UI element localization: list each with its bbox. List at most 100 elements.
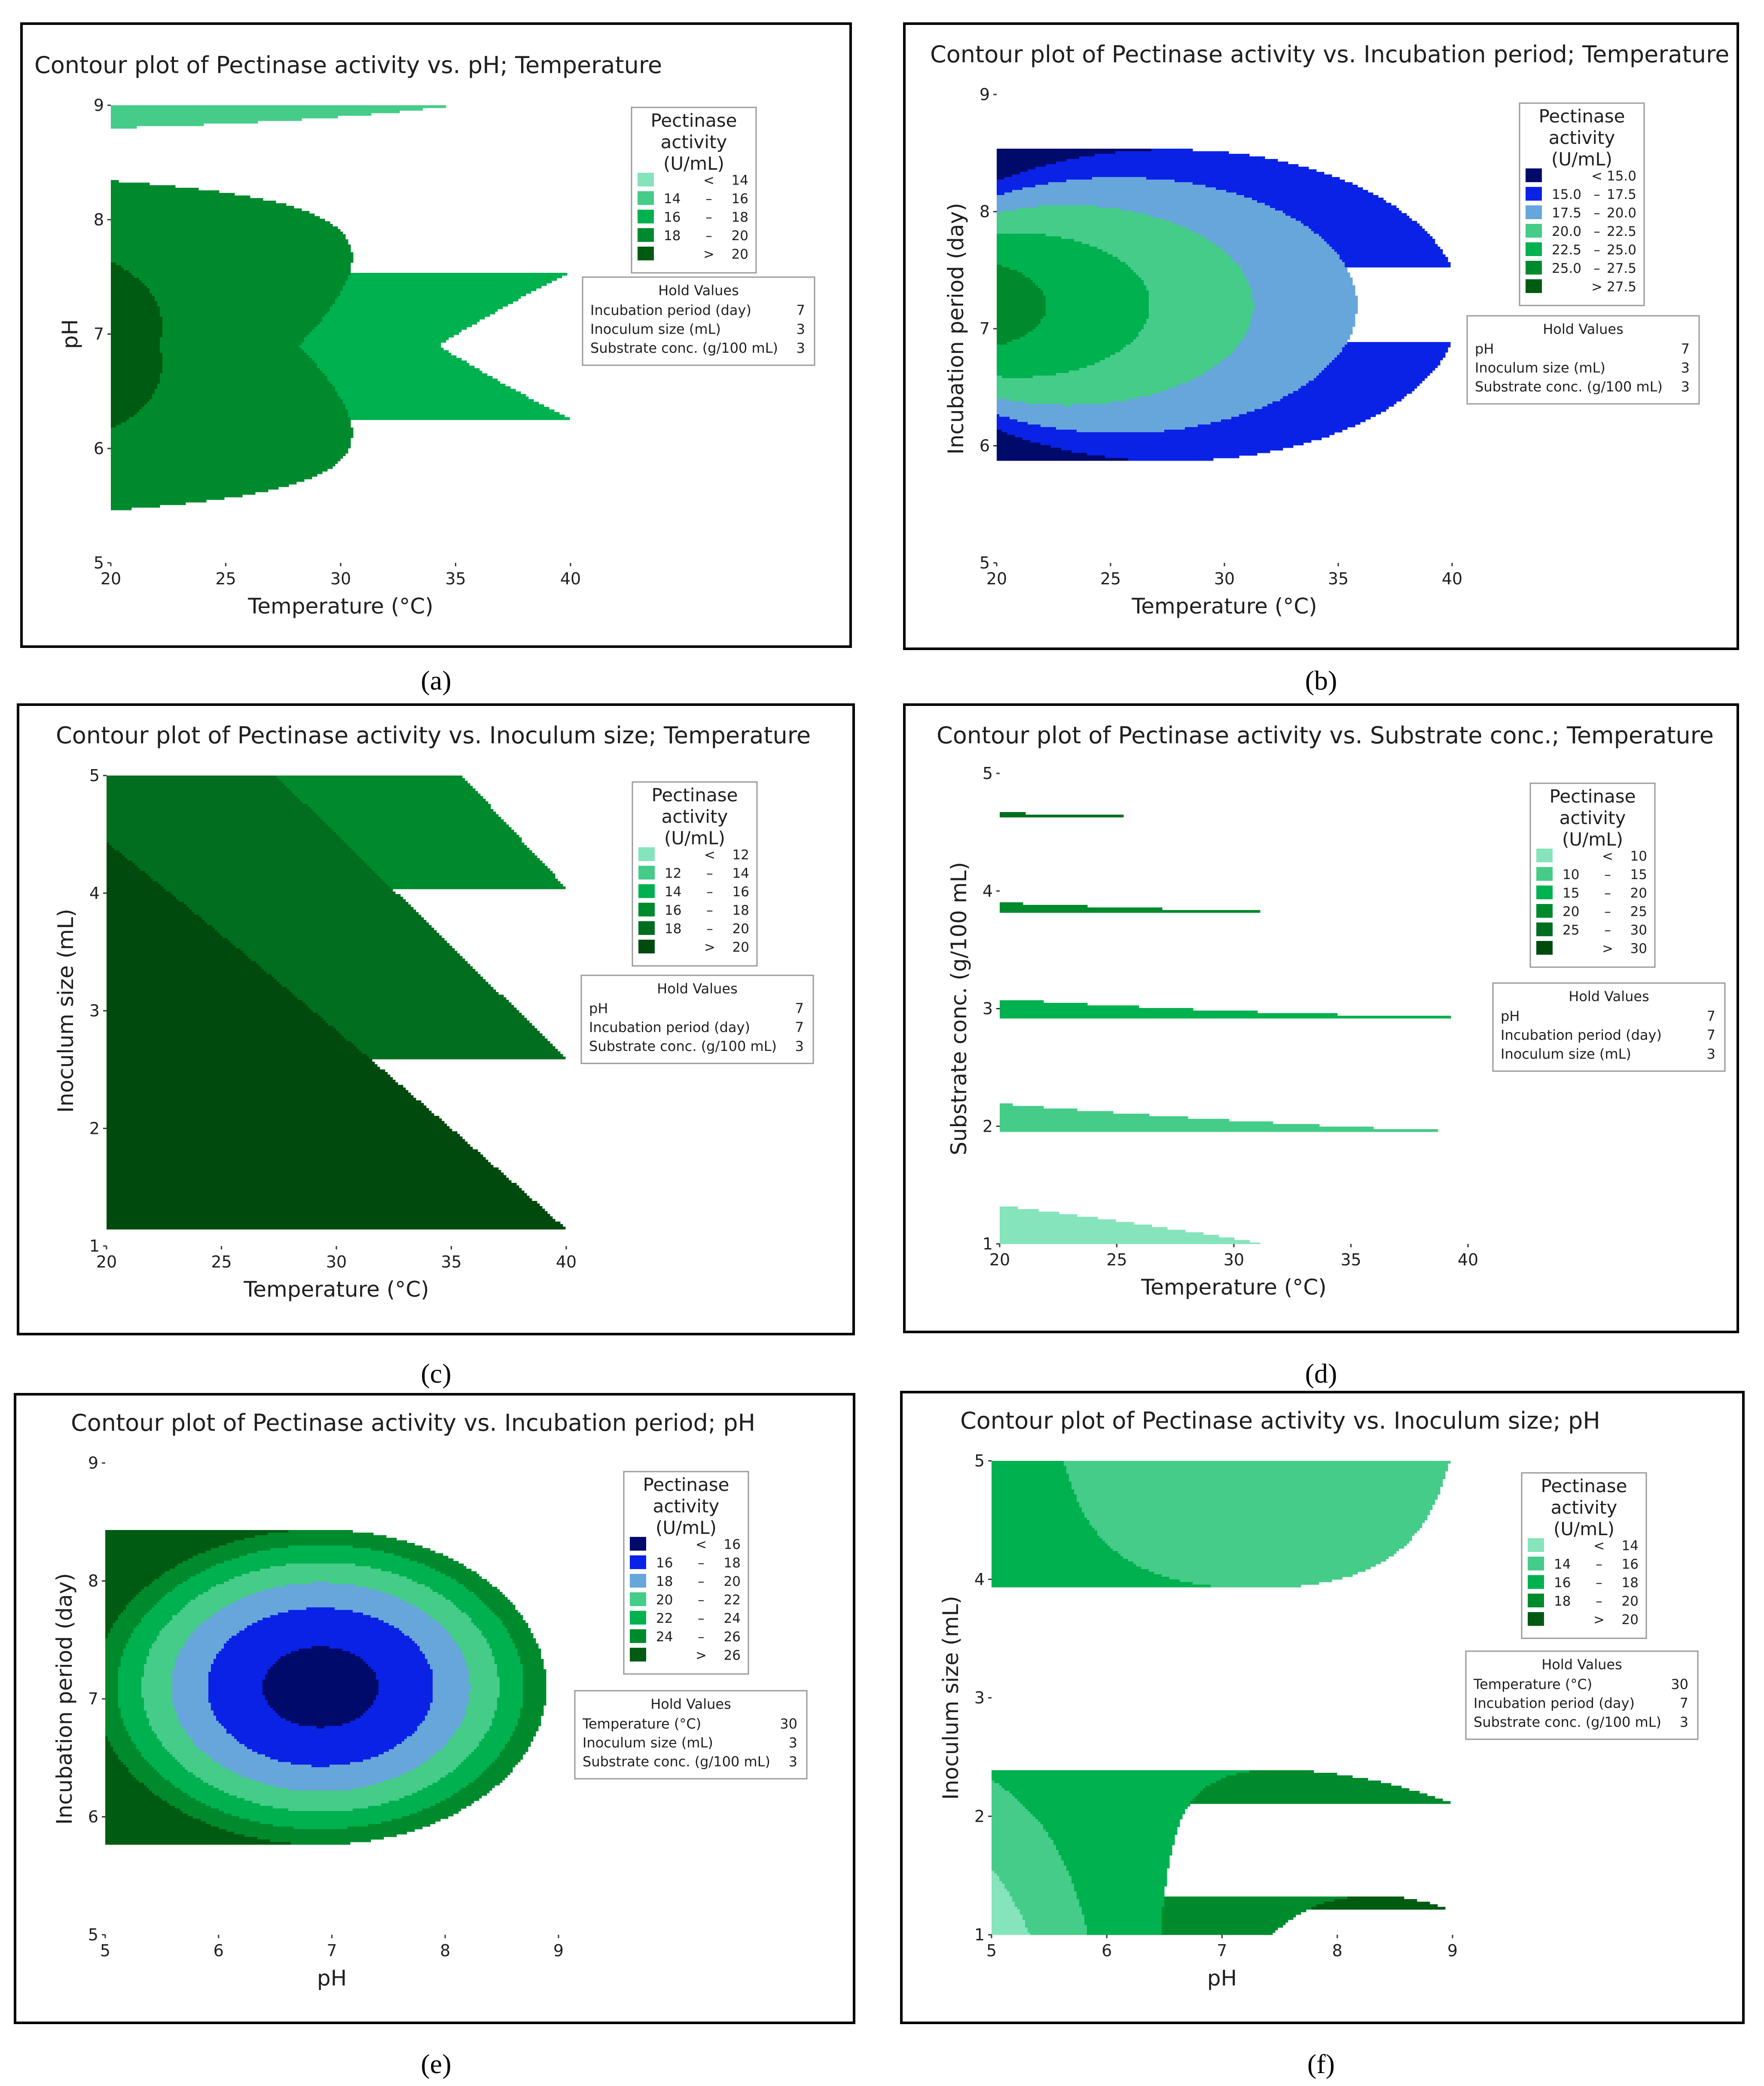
contour-band-cell	[183, 1765, 222, 1768]
contour-band-cell	[127, 858, 362, 861]
contour-band-cell	[270, 1757, 371, 1760]
contour-band-cell	[1244, 195, 1379, 198]
contour-band-cell	[211, 1705, 271, 1708]
contour-band-cell	[107, 1222, 561, 1225]
contour-band-cell	[1249, 324, 1355, 327]
contour-band-cell	[1221, 1778, 1368, 1781]
contour-band-cell	[232, 1734, 412, 1737]
contour-band-cell	[233, 943, 450, 946]
contour-band-cell	[105, 1705, 119, 1708]
contour-band-cell	[348, 1826, 423, 1829]
contour-band-cell	[121, 1713, 147, 1716]
contour-band-cell	[111, 502, 186, 505]
contour-band-cell	[1020, 172, 1325, 175]
contour-band-cell	[1010, 267, 1131, 270]
contour-band-cell	[1002, 265, 1129, 268]
contour-band-cell	[105, 1788, 150, 1791]
contour-band-cell	[270, 1667, 371, 1670]
contour-band-cell	[149, 1718, 178, 1721]
contour-band-cell	[105, 1808, 180, 1811]
contour-band-cell	[409, 1814, 454, 1817]
contour-band-cell	[992, 1577, 1170, 1580]
contour-band-cell	[362, 858, 540, 861]
contour-band-cell	[466, 1710, 495, 1713]
contour-band-cell	[402, 1816, 449, 1819]
contour-band-cell	[992, 1858, 1062, 1861]
contour-band-cell	[997, 275, 1025, 278]
contour-band-cell	[105, 1667, 119, 1670]
contour-band-cell	[1190, 1801, 1451, 1804]
contour-band-cell	[111, 391, 155, 394]
contour-band-cell	[1074, 1889, 1165, 1892]
contour-band-cell	[242, 1597, 400, 1600]
contour-band-cell	[107, 853, 122, 856]
contour-band-cell	[359, 1049, 558, 1052]
contour-band-cell	[105, 1759, 121, 1762]
contour-band-cell	[111, 389, 155, 392]
contour-band-cell	[107, 1191, 525, 1194]
contour-band-cell	[274, 977, 483, 980]
contour-band-cell	[208, 1690, 263, 1693]
contour-band-cell	[391, 1571, 441, 1574]
contour-band-cell	[451, 1576, 482, 1579]
contour-band-cell	[348, 409, 555, 412]
panel-label: (e)	[421, 2049, 451, 2079]
contour-band-cell	[427, 1713, 467, 1716]
contour-band-cell	[1105, 357, 1224, 360]
contour-band-cell	[1244, 275, 1350, 278]
contour-band-cell	[107, 1023, 329, 1026]
contour-band-cell	[1043, 316, 1149, 319]
contour-band-cell	[1151, 394, 1288, 397]
contour-band-cell	[997, 211, 1002, 214]
contour-band-cell	[500, 1695, 523, 1698]
contour-band-cell	[270, 1839, 371, 1842]
contour-band-cell	[494, 1656, 521, 1659]
contour-band-cell	[458, 1607, 490, 1610]
contour-band-cell	[505, 1625, 528, 1628]
contour-band-cell	[1149, 1569, 1366, 1572]
contour-band-cell	[288, 1545, 353, 1548]
contour-band-cell	[1164, 1904, 1317, 1907]
contour-band-cell	[172, 1682, 209, 1685]
y-axis-title: Incubation period (day)	[943, 203, 968, 455]
contour-band-cell	[105, 1643, 126, 1646]
contour-band-cell	[305, 1002, 512, 1005]
contour-band-cell	[1198, 376, 1317, 379]
contour-band-cell	[1022, 272, 1136, 275]
contour-band-cell	[107, 830, 334, 833]
contour-band-cell	[118, 1618, 142, 1621]
contour-band-cell	[992, 1484, 1072, 1487]
contour-band-cell	[111, 304, 158, 307]
contour-band-cell	[107, 1198, 532, 1201]
contour-band-cell	[484, 1736, 510, 1739]
contour-band-cell	[105, 1553, 198, 1556]
contour-band-cell	[394, 1747, 443, 1750]
contour-band-cell	[107, 1214, 550, 1217]
contour-band-cell	[1345, 262, 1451, 265]
contour-band-cell	[992, 1853, 1059, 1856]
contour-band-cell	[111, 195, 250, 199]
contour-band-cell	[466, 1713, 495, 1716]
contour-band-cell	[1071, 1487, 1440, 1490]
contour-band-cell	[234, 1832, 407, 1835]
contour-band-cell	[170, 1752, 206, 1755]
contour-band-cell	[302, 801, 488, 804]
contour-band-cell	[113, 1625, 137, 1628]
contour-band-cell	[992, 1783, 1000, 1786]
contour-band-cell	[1254, 306, 1358, 309]
contour-band-cell	[1000, 1129, 1438, 1132]
contour-band-cell	[217, 930, 437, 933]
x-axis-title: Temperature (°C)	[243, 1277, 429, 1302]
panel-label: (f)	[1307, 2049, 1335, 2079]
contour-band-cell	[105, 1638, 129, 1641]
contour-band-cell	[262, 1680, 379, 1683]
contour-band-cell	[1120, 1554, 1394, 1557]
contour-band-cell	[105, 1824, 211, 1827]
contour-band-cell	[992, 1556, 1123, 1559]
hold-value-name: Incubation period (day)	[1474, 1695, 1635, 1711]
contour-band-cell	[107, 897, 177, 900]
contour-band-cell	[107, 819, 324, 822]
contour-band-cell	[159, 1576, 191, 1579]
contour-band-cell	[1071, 404, 1268, 407]
